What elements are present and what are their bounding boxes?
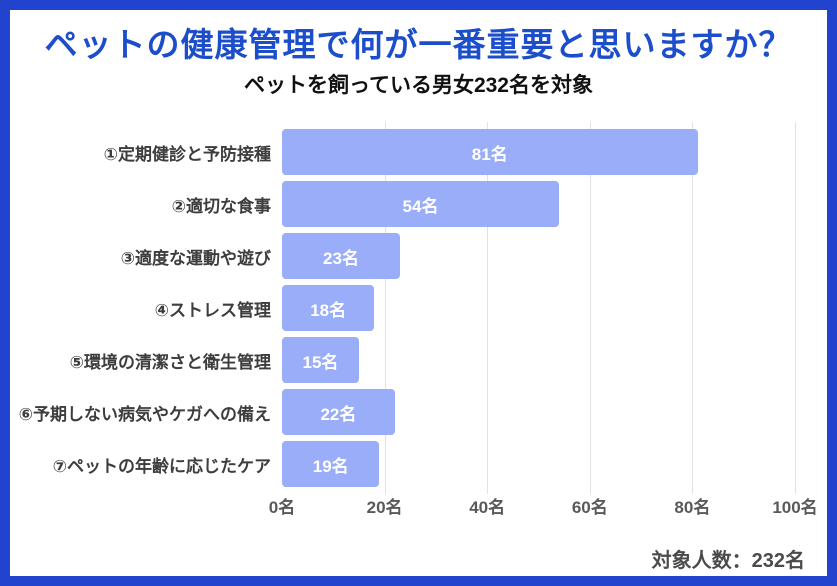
gridline [589,122,591,494]
category-label: ④ストレス管理 [154,300,271,320]
chart-rows: ①定期健診と予防接種 81名 ②適切な食事 54名 ③適度な運動や遊び 23名 ④ストレス管… [10,129,827,487]
chart-row: ④ストレス管理 18名 [10,285,827,331]
x-axis-tick-label: 0名 [268,498,296,517]
bar-value-label: 18名 [310,300,347,320]
page-title: ペットの健康管理で何が一番重要と思いますか？ [44,26,793,63]
chart-row: ①定期健診と予防接種 81名 [10,129,827,175]
category-label: ①定期健診と予防接種 [103,144,271,164]
bar-value-label: 23名 [323,248,359,268]
bar-value-label: 81名 [471,144,508,164]
category-label: ⑤環境の清潔さと衛生管理 [69,352,271,372]
row-plot: 18名 [282,285,795,331]
gridline [692,122,694,494]
x-axis-tick-label: 100名 [772,498,818,517]
bar: 81名 [282,129,698,175]
chart-row: ⑥予期しない病気やケガへの備え 22名 [10,389,827,435]
row-plot: 22名 [282,389,795,435]
row-plot: 19名 [282,441,795,487]
bar: 23名 [282,233,400,279]
x-axis-tick-label: 40名 [469,498,506,517]
chart-row: ③適度な運動や遊び 23名 [10,233,827,279]
x-axis-tick-label: 60名 [571,498,608,517]
row-plot: 15名 [282,337,795,383]
page-subtitle: ペットを飼っている男女232名を対象 [244,74,593,97]
category-label: ③適度な運動や遊び [120,248,271,268]
x-axis-tick-label: 20名 [366,498,403,517]
bar-chart: ①定期健診と予防接種 81名 ②適切な食事 54名 ③適度な運動や遊び 23名 ④ストレス管… [10,122,827,517]
category-label: ⑦ペットの年齢に応じたケア [52,456,271,476]
chart-row: ②適切な食事 54名 [10,181,827,227]
bar-value-label: 15名 [302,352,339,372]
sample-size-label: 対象人数：232名 [651,550,805,572]
row-plot: 81名 [282,129,795,175]
bar: 18名 [282,285,375,331]
bar: 19名 [282,441,380,487]
row-plot: 23名 [282,233,795,279]
gridline [384,122,386,494]
x-axis: 0名 20名 40名 60名 80名 100名 [269,493,818,517]
bar: 54名 [282,181,560,227]
category-label: ⑥予期しない病気やケガへの備え [18,404,271,424]
bar-value-label: 22名 [320,404,357,424]
gridlines [282,122,796,494]
bar: 22名 [282,389,395,435]
chart-row: ⑦ペットの年齢に応じたケア 19名 [10,441,827,487]
bar-value-label: 19名 [312,456,349,476]
x-axis-tick-label: 80名 [674,498,711,517]
bar-value-label: 54名 [402,196,439,216]
gridline [487,122,489,494]
bar: 15名 [282,337,359,383]
category-label: ②適切な食事 [171,196,271,216]
gridline [795,122,796,494]
chart-row: ⑤環境の清潔さと衛生管理 15名 [10,337,827,383]
row-plot: 54名 [282,181,795,227]
